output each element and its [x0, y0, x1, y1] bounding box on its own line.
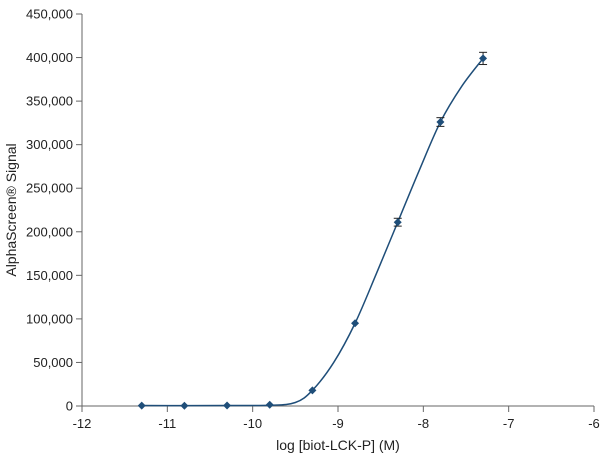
- y-tick-label: 200,000: [26, 224, 73, 239]
- x-ticks: -12 -11 -10 -9 -8 -7 -6: [73, 406, 600, 431]
- data-point: [308, 386, 317, 395]
- axes: [81, 14, 594, 407]
- data-point: [479, 54, 488, 63]
- x-tick-label: -11: [158, 416, 176, 431]
- y-tick-label: 0: [66, 399, 73, 414]
- y-tick-label: 100,000: [26, 311, 73, 326]
- data-point: [223, 401, 232, 410]
- y-tick-label: 300,000: [26, 137, 73, 152]
- data-point: [137, 401, 146, 410]
- y-tick-label: 400,000: [26, 50, 73, 65]
- x-tick-label: -7: [503, 416, 515, 431]
- x-tick-label: -10: [243, 416, 262, 431]
- y-ticks: 0 50,000 100,000 150,000 200,000 250,000 300,0…: [26, 7, 82, 414]
- data-point: [351, 319, 360, 328]
- error-bars: [393, 51, 488, 227]
- y-tick-label: 350,000: [26, 94, 73, 109]
- fit-curve: [141, 57, 484, 407]
- x-tick-label: -6: [588, 416, 600, 431]
- x-tick-label: -12: [73, 416, 92, 431]
- y-axis-title: AlphaScreen® Signal: [3, 143, 19, 276]
- data-point: [265, 400, 274, 409]
- x-tick-label: -9: [332, 416, 344, 431]
- data-point: [393, 218, 402, 227]
- y-tick-label: 450,000: [26, 7, 73, 22]
- y-tick-label: 250,000: [26, 181, 73, 196]
- data-markers: [137, 54, 488, 410]
- x-tick-label: -8: [418, 416, 430, 431]
- x-axis-title: log [biot-LCK-P] (M): [276, 437, 400, 453]
- data-point: [180, 401, 189, 410]
- y-tick-label: 50,000: [33, 355, 73, 370]
- y-tick-label: 150,000: [26, 268, 73, 283]
- data-point: [436, 118, 445, 127]
